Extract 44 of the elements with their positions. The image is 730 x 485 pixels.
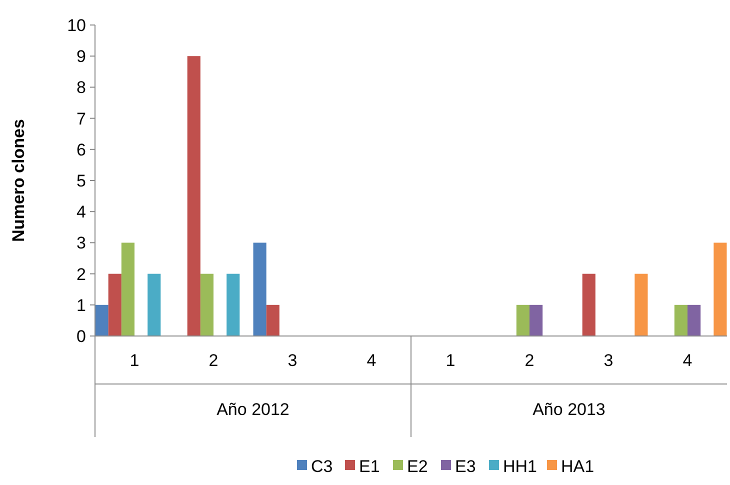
bar [582, 274, 596, 336]
y-tick-label: 3 [76, 234, 86, 253]
x-tick-label: 4 [682, 351, 692, 370]
y-tick-label: 4 [76, 202, 86, 222]
y-axis-title: Numero clones [9, 119, 28, 242]
bar [253, 242, 266, 336]
legend-label: E1 [359, 456, 380, 476]
y-tick-label: 1 [76, 296, 86, 315]
y-tick-label: 5 [76, 171, 86, 190]
y-tick-label: 7 [76, 109, 86, 128]
x-tick-label: 3 [288, 351, 298, 370]
bar [634, 274, 648, 336]
legend-label: HH1 [503, 456, 538, 476]
x-tick-label: 2 [524, 351, 534, 370]
y-tick-label: 10 [67, 16, 86, 35]
x-tick-label: 4 [366, 351, 376, 370]
text: Año 2012 [216, 400, 290, 419]
bar [121, 242, 134, 336]
bar [108, 274, 122, 336]
y-tick-label: 8 [76, 78, 86, 98]
y-tick-label: 0 [76, 326, 86, 346]
y-tick-label: 6 [76, 140, 86, 160]
bar [688, 304, 701, 336]
legend-label: HA1 [561, 456, 594, 476]
y-tick-label: 2 [76, 264, 86, 284]
bar [516, 304, 530, 336]
legend-label: E2 [407, 456, 428, 476]
bar [226, 274, 240, 336]
bar [266, 304, 280, 336]
x-tick-label: 1 [130, 351, 140, 370]
legend-label: E3 [455, 456, 476, 476]
legend-label: C3 [311, 456, 333, 476]
bar [200, 274, 214, 336]
bar [530, 304, 543, 336]
y-tick-label: 9 [76, 47, 86, 66]
bar [674, 304, 688, 336]
bar [187, 56, 200, 336]
text: Año 2013 [532, 400, 606, 419]
bar [148, 274, 161, 336]
bar [714, 242, 727, 336]
x-tick-label: 2 [208, 351, 218, 370]
x-tick-label: 3 [604, 351, 614, 370]
bar [95, 304, 108, 336]
x-tick-label: 1 [446, 351, 456, 370]
